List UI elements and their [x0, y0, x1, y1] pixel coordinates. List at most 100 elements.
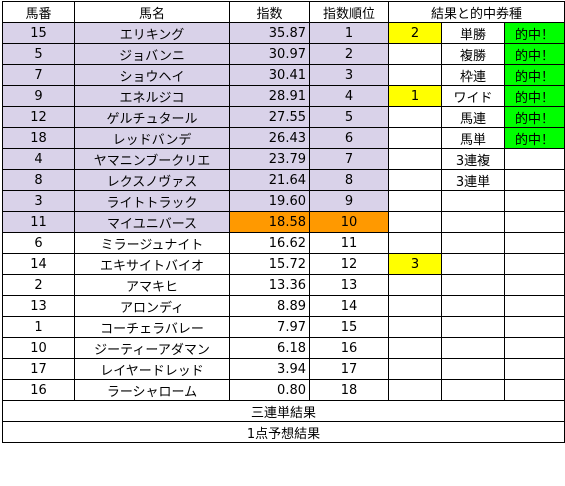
finish-cell — [388, 190, 442, 212]
rank-cell: 1 — [309, 22, 389, 44]
ticket-type-cell: 馬単 — [441, 127, 505, 149]
hit-cell — [504, 232, 565, 254]
finish-cell — [388, 64, 442, 86]
table-row: 13 アロンディ 8.89 14 — [2, 295, 565, 317]
hit-cell — [504, 253, 565, 275]
horse-name-cell: アマキヒ — [74, 274, 230, 296]
horse-name-cell: ライトトラック — [74, 190, 230, 212]
finish-cell — [388, 211, 442, 233]
header-row: 馬番 馬名 指数 指数順位 結果と的中券種 — [2, 1, 565, 23]
hit-cell: 的中！ — [504, 43, 565, 65]
horse-name-cell: ジョバンニ — [74, 43, 230, 65]
finish-cell: 3 — [388, 253, 442, 275]
hit-cell: 的中！ — [504, 127, 565, 149]
index-cell: 26.43 — [229, 127, 310, 149]
index-cell: 13.36 — [229, 274, 310, 296]
ticket-type-cell: 3連複 — [441, 148, 505, 170]
rank-cell: 15 — [309, 316, 389, 338]
table-row: 8 レクスノヴァス 21.64 8 3連単 — [2, 169, 565, 191]
horse-name-cell: ラーシャローム — [74, 379, 230, 401]
table-row: 7 ショウヘイ 30.41 3 枠連 的中！ — [2, 64, 565, 86]
hit-cell — [504, 358, 565, 380]
ticket-type-cell — [441, 190, 505, 212]
ticket-type-cell — [441, 211, 505, 233]
index-cell: 23.79 — [229, 148, 310, 170]
ticket-type-cell — [441, 295, 505, 317]
finish-cell — [388, 379, 442, 401]
ticket-type-cell: 複勝 — [441, 43, 505, 65]
horse-name-cell: ヤマニンブークリエ — [74, 148, 230, 170]
table-row: 16 ラーシャローム 0.80 18 — [2, 379, 565, 401]
hit-cell — [504, 316, 565, 338]
index-cell: 8.89 — [229, 295, 310, 317]
horse-name-cell: コーチェラバレー — [74, 316, 230, 338]
hit-cell — [504, 379, 565, 401]
horse-number-cell: 7 — [2, 64, 75, 86]
horse-number-cell: 12 — [2, 106, 75, 128]
index-cell: 30.97 — [229, 43, 310, 65]
hit-cell: 的中！ — [504, 106, 565, 128]
finish-cell: 2 — [388, 22, 442, 44]
one-point-result-row-label: 1点予想結果 — [2, 421, 565, 443]
horse-number-cell: 10 — [2, 337, 75, 359]
hit-cell — [504, 148, 565, 170]
rank-cell: 4 — [309, 85, 389, 107]
horse-number-cell: 5 — [2, 43, 75, 65]
ticket-type-cell — [441, 358, 505, 380]
trifecta-result-row: 三連単結果 — [2, 400, 565, 422]
ticket-type-cell — [441, 316, 505, 338]
horse-name-cell: エネルジコ — [74, 85, 230, 107]
finish-cell — [388, 43, 442, 65]
rank-cell: 6 — [309, 127, 389, 149]
horse-name-cell: マイユニバース — [74, 211, 230, 233]
finish-cell — [388, 337, 442, 359]
index-cell: 7.97 — [229, 316, 310, 338]
rank-cell: 18 — [309, 379, 389, 401]
table-row: 12 ゲルチュタール 27.55 5 馬連 的中！ — [2, 106, 565, 128]
table-row: 11 マイユニバース 18.58 10 — [2, 211, 565, 233]
horse-number-cell: 1 — [2, 316, 75, 338]
rank-cell: 12 — [309, 253, 389, 275]
ticket-type-cell — [441, 232, 505, 254]
horse-name-cell: レッドバンデ — [74, 127, 230, 149]
rank-cell: 8 — [309, 169, 389, 191]
ticket-type-cell — [441, 379, 505, 401]
table-row: 10 ジーティーアダマン 6.18 16 — [2, 337, 565, 359]
horse-name-cell: ゲルチュタール — [74, 106, 230, 128]
rank-cell: 17 — [309, 358, 389, 380]
table-row: 18 レッドバンデ 26.43 6 馬単 的中！ — [2, 127, 565, 149]
rank-cell: 13 — [309, 274, 389, 296]
index-cell: 30.41 — [229, 64, 310, 86]
hit-cell: 的中！ — [504, 85, 565, 107]
finish-cell — [388, 232, 442, 254]
one-point-result-row: 1点予想結果 — [2, 421, 565, 443]
prediction-table: 馬番 馬名 指数 指数順位 結果と的中券種 15 エリキング 35.87 1 2 単勝 的中… — [2, 1, 565, 443]
table-row: 15 エリキング 35.87 1 2 単勝 的中！ — [2, 22, 565, 44]
rank-cell: 14 — [309, 295, 389, 317]
finish-cell — [388, 295, 442, 317]
header-rank: 指数順位 — [309, 1, 389, 23]
horse-name-cell: エキサイトバイオ — [74, 253, 230, 275]
table-row: 5 ジョバンニ 30.97 2 複勝 的中！ — [2, 43, 565, 65]
horse-number-cell: 15 — [2, 22, 75, 44]
hit-cell: 的中！ — [504, 22, 565, 44]
header-number: 馬番 — [2, 1, 75, 23]
horse-name-cell: レイヤードレッド — [74, 358, 230, 380]
index-cell: 6.18 — [229, 337, 310, 359]
index-cell: 27.55 — [229, 106, 310, 128]
index-cell: 3.94 — [229, 358, 310, 380]
finish-cell — [388, 169, 442, 191]
rank-cell: 7 — [309, 148, 389, 170]
horse-number-cell: 16 — [2, 379, 75, 401]
header-name: 馬名 — [74, 1, 230, 23]
rank-cell: 10 — [309, 211, 389, 233]
rank-cell: 3 — [309, 64, 389, 86]
ticket-type-cell: 単勝 — [441, 22, 505, 44]
ticket-type-cell — [441, 274, 505, 296]
index-cell: 19.60 — [229, 190, 310, 212]
hit-cell — [504, 190, 565, 212]
index-cell: 15.72 — [229, 253, 310, 275]
finish-cell — [388, 148, 442, 170]
index-cell: 0.80 — [229, 379, 310, 401]
